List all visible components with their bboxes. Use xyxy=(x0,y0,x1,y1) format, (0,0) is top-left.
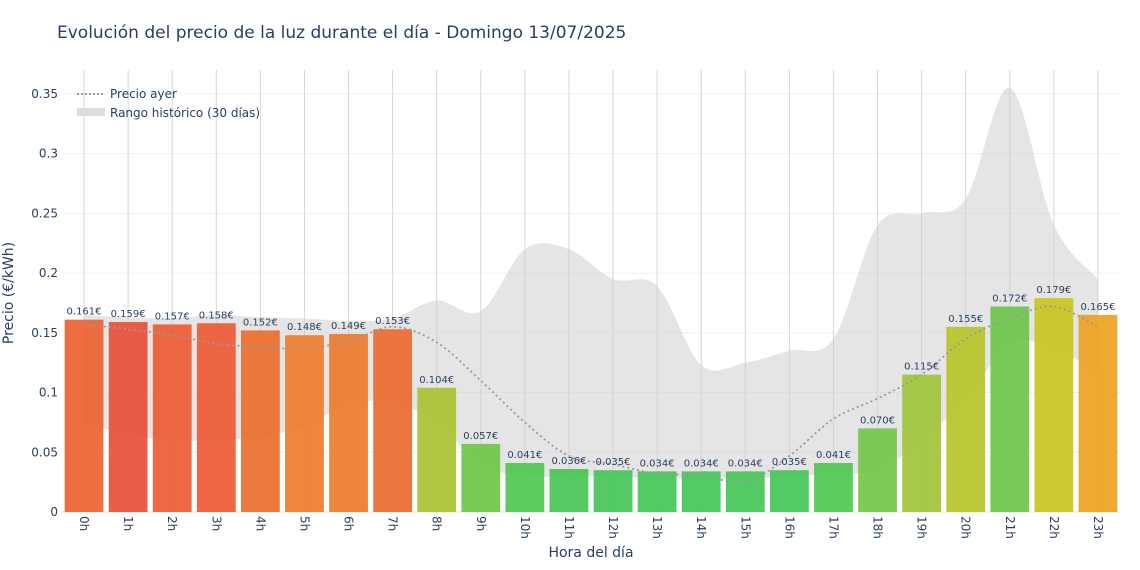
y-tick-label: 0.05 xyxy=(31,445,58,459)
y-axis-title: Precio (€/kWh) xyxy=(1,242,17,344)
bar-value-label: 0.161€ xyxy=(67,307,102,318)
bar-value-label: 0.165€ xyxy=(1080,302,1115,313)
bar-16h[interactable] xyxy=(769,470,809,512)
bar-9h[interactable] xyxy=(461,443,501,512)
bar-value-label: 0.034€ xyxy=(728,458,763,469)
x-tick-label: 6h xyxy=(342,516,356,531)
x-tick-label: 2h xyxy=(165,516,179,531)
y-tick-label: 0.25 xyxy=(31,206,58,220)
y-tick-label: 0.3 xyxy=(39,147,58,161)
bar-labels: 0.161€ 0.159€ 0.157€ 0.158€ 0.152€ 0.148€ 0.14… xyxy=(67,285,1116,469)
bar-8h[interactable] xyxy=(417,387,457,512)
bars xyxy=(64,298,1118,512)
bar-value-label: 0.152€ xyxy=(243,317,278,328)
x-tick-label: 17h xyxy=(826,516,840,539)
x-tick-label: 19h xyxy=(915,516,929,539)
y-tick-label: 0.2 xyxy=(39,266,58,280)
bar-14h[interactable] xyxy=(681,471,721,512)
bar-22h[interactable] xyxy=(1034,298,1074,512)
bar-value-label: 0.153€ xyxy=(375,316,410,327)
bar-value-label: 0.157€ xyxy=(155,311,190,322)
bar-value-label: 0.159€ xyxy=(111,309,146,320)
bar-value-label: 0.155€ xyxy=(948,314,983,325)
bar-value-label: 0.149€ xyxy=(331,321,366,332)
x-tick-label: 9h xyxy=(474,516,488,531)
historical-range-band xyxy=(84,87,1098,479)
x-tick-label: 11h xyxy=(562,516,576,539)
bar-17h[interactable] xyxy=(814,463,853,512)
bar-value-label: 0.148€ xyxy=(287,322,322,333)
bar-value-label: 0.036€ xyxy=(551,456,586,467)
bar-0h[interactable] xyxy=(64,319,104,512)
x-tick-label: 5h xyxy=(297,516,311,531)
bar-value-label: 0.034€ xyxy=(640,458,675,469)
bar-13h[interactable] xyxy=(637,471,677,512)
x-tick-label: 23h xyxy=(1091,516,1105,539)
legend-range-label: Rango histórico (30 días) xyxy=(110,106,260,120)
bar-11h[interactable] xyxy=(549,468,589,512)
bar-value-label: 0.070€ xyxy=(860,415,895,426)
bar-value-label: 0.179€ xyxy=(1036,285,1071,296)
bar-value-label: 0.158€ xyxy=(199,310,234,321)
x-tick-label: 1h xyxy=(121,516,135,531)
bar-value-label: 0.041€ xyxy=(507,450,542,461)
y-tick-label: 0.15 xyxy=(31,326,58,340)
bar-value-label: 0.104€ xyxy=(419,375,454,386)
bar-2h[interactable] xyxy=(152,324,192,512)
x-tick-label: 14h xyxy=(694,516,708,539)
chart-title: Evolución del precio de la luz durante e… xyxy=(57,23,626,43)
y-tick-label: 0.1 xyxy=(39,386,58,400)
x-tick-label: 16h xyxy=(782,516,796,539)
bar-value-label: 0.035€ xyxy=(772,457,807,468)
legend-yesterday-label: Precio ayer xyxy=(110,87,177,101)
x-tick-label: 0h xyxy=(77,516,91,531)
bar-value-label: 0.172€ xyxy=(992,294,1027,305)
bar-4h[interactable] xyxy=(240,330,280,512)
y-tick-label: 0 xyxy=(50,505,58,519)
bar-20h[interactable] xyxy=(946,326,986,512)
bar-18h[interactable] xyxy=(858,428,897,512)
bar-21h[interactable] xyxy=(990,306,1030,512)
bar-value-label: 0.034€ xyxy=(684,458,719,469)
bar-3h[interactable] xyxy=(196,323,236,512)
bar-5h[interactable] xyxy=(285,335,324,512)
bar-7h[interactable] xyxy=(373,329,413,512)
x-tick-label: 12h xyxy=(606,516,620,539)
bar-15h[interactable] xyxy=(725,471,765,512)
x-tick-label: 13h xyxy=(650,516,664,539)
bar-23h[interactable] xyxy=(1078,314,1118,512)
x-tick-label: 10h xyxy=(518,516,532,539)
x-tick-label: 15h xyxy=(738,516,752,539)
bar-10h[interactable] xyxy=(505,463,545,512)
bar-12h[interactable] xyxy=(593,470,633,512)
y-tick-label: 0.35 xyxy=(31,87,58,101)
x-tick-label: 3h xyxy=(209,516,223,531)
bar-19h[interactable] xyxy=(902,374,942,512)
x-tick-label: 7h xyxy=(386,516,400,531)
x-tick-label: 21h xyxy=(1003,516,1017,539)
bar-value-label: 0.035€ xyxy=(596,457,631,468)
bar-value-label: 0.041€ xyxy=(816,450,851,461)
range-band-area xyxy=(84,87,1098,479)
x-tick-label: 8h xyxy=(430,516,444,531)
bar-6h[interactable] xyxy=(329,334,368,512)
bar-value-label: 0.057€ xyxy=(463,431,498,442)
x-axis: 0h 1h 2h 3h 4h 5h 6h 7h 8h 9h 10h 11h 12h 13h 14h 15h 16… xyxy=(77,516,1105,539)
x-tick-label: 22h xyxy=(1047,516,1061,539)
bar-1h[interactable] xyxy=(108,322,148,512)
y-axis: 0 0.05 0.1 0.15 0.2 0.25 0.3 0.35 xyxy=(31,87,58,519)
x-tick-label: 18h xyxy=(871,516,885,539)
legend-range-swatch xyxy=(77,108,105,116)
bar-value-label: 0.115€ xyxy=(904,362,939,373)
legend[interactable]: Precio ayer Rango histórico (30 días) xyxy=(77,87,260,120)
x-axis-title: Hora del día xyxy=(548,545,633,561)
x-tick-label: 20h xyxy=(959,516,973,539)
x-tick-label: 4h xyxy=(253,516,267,531)
